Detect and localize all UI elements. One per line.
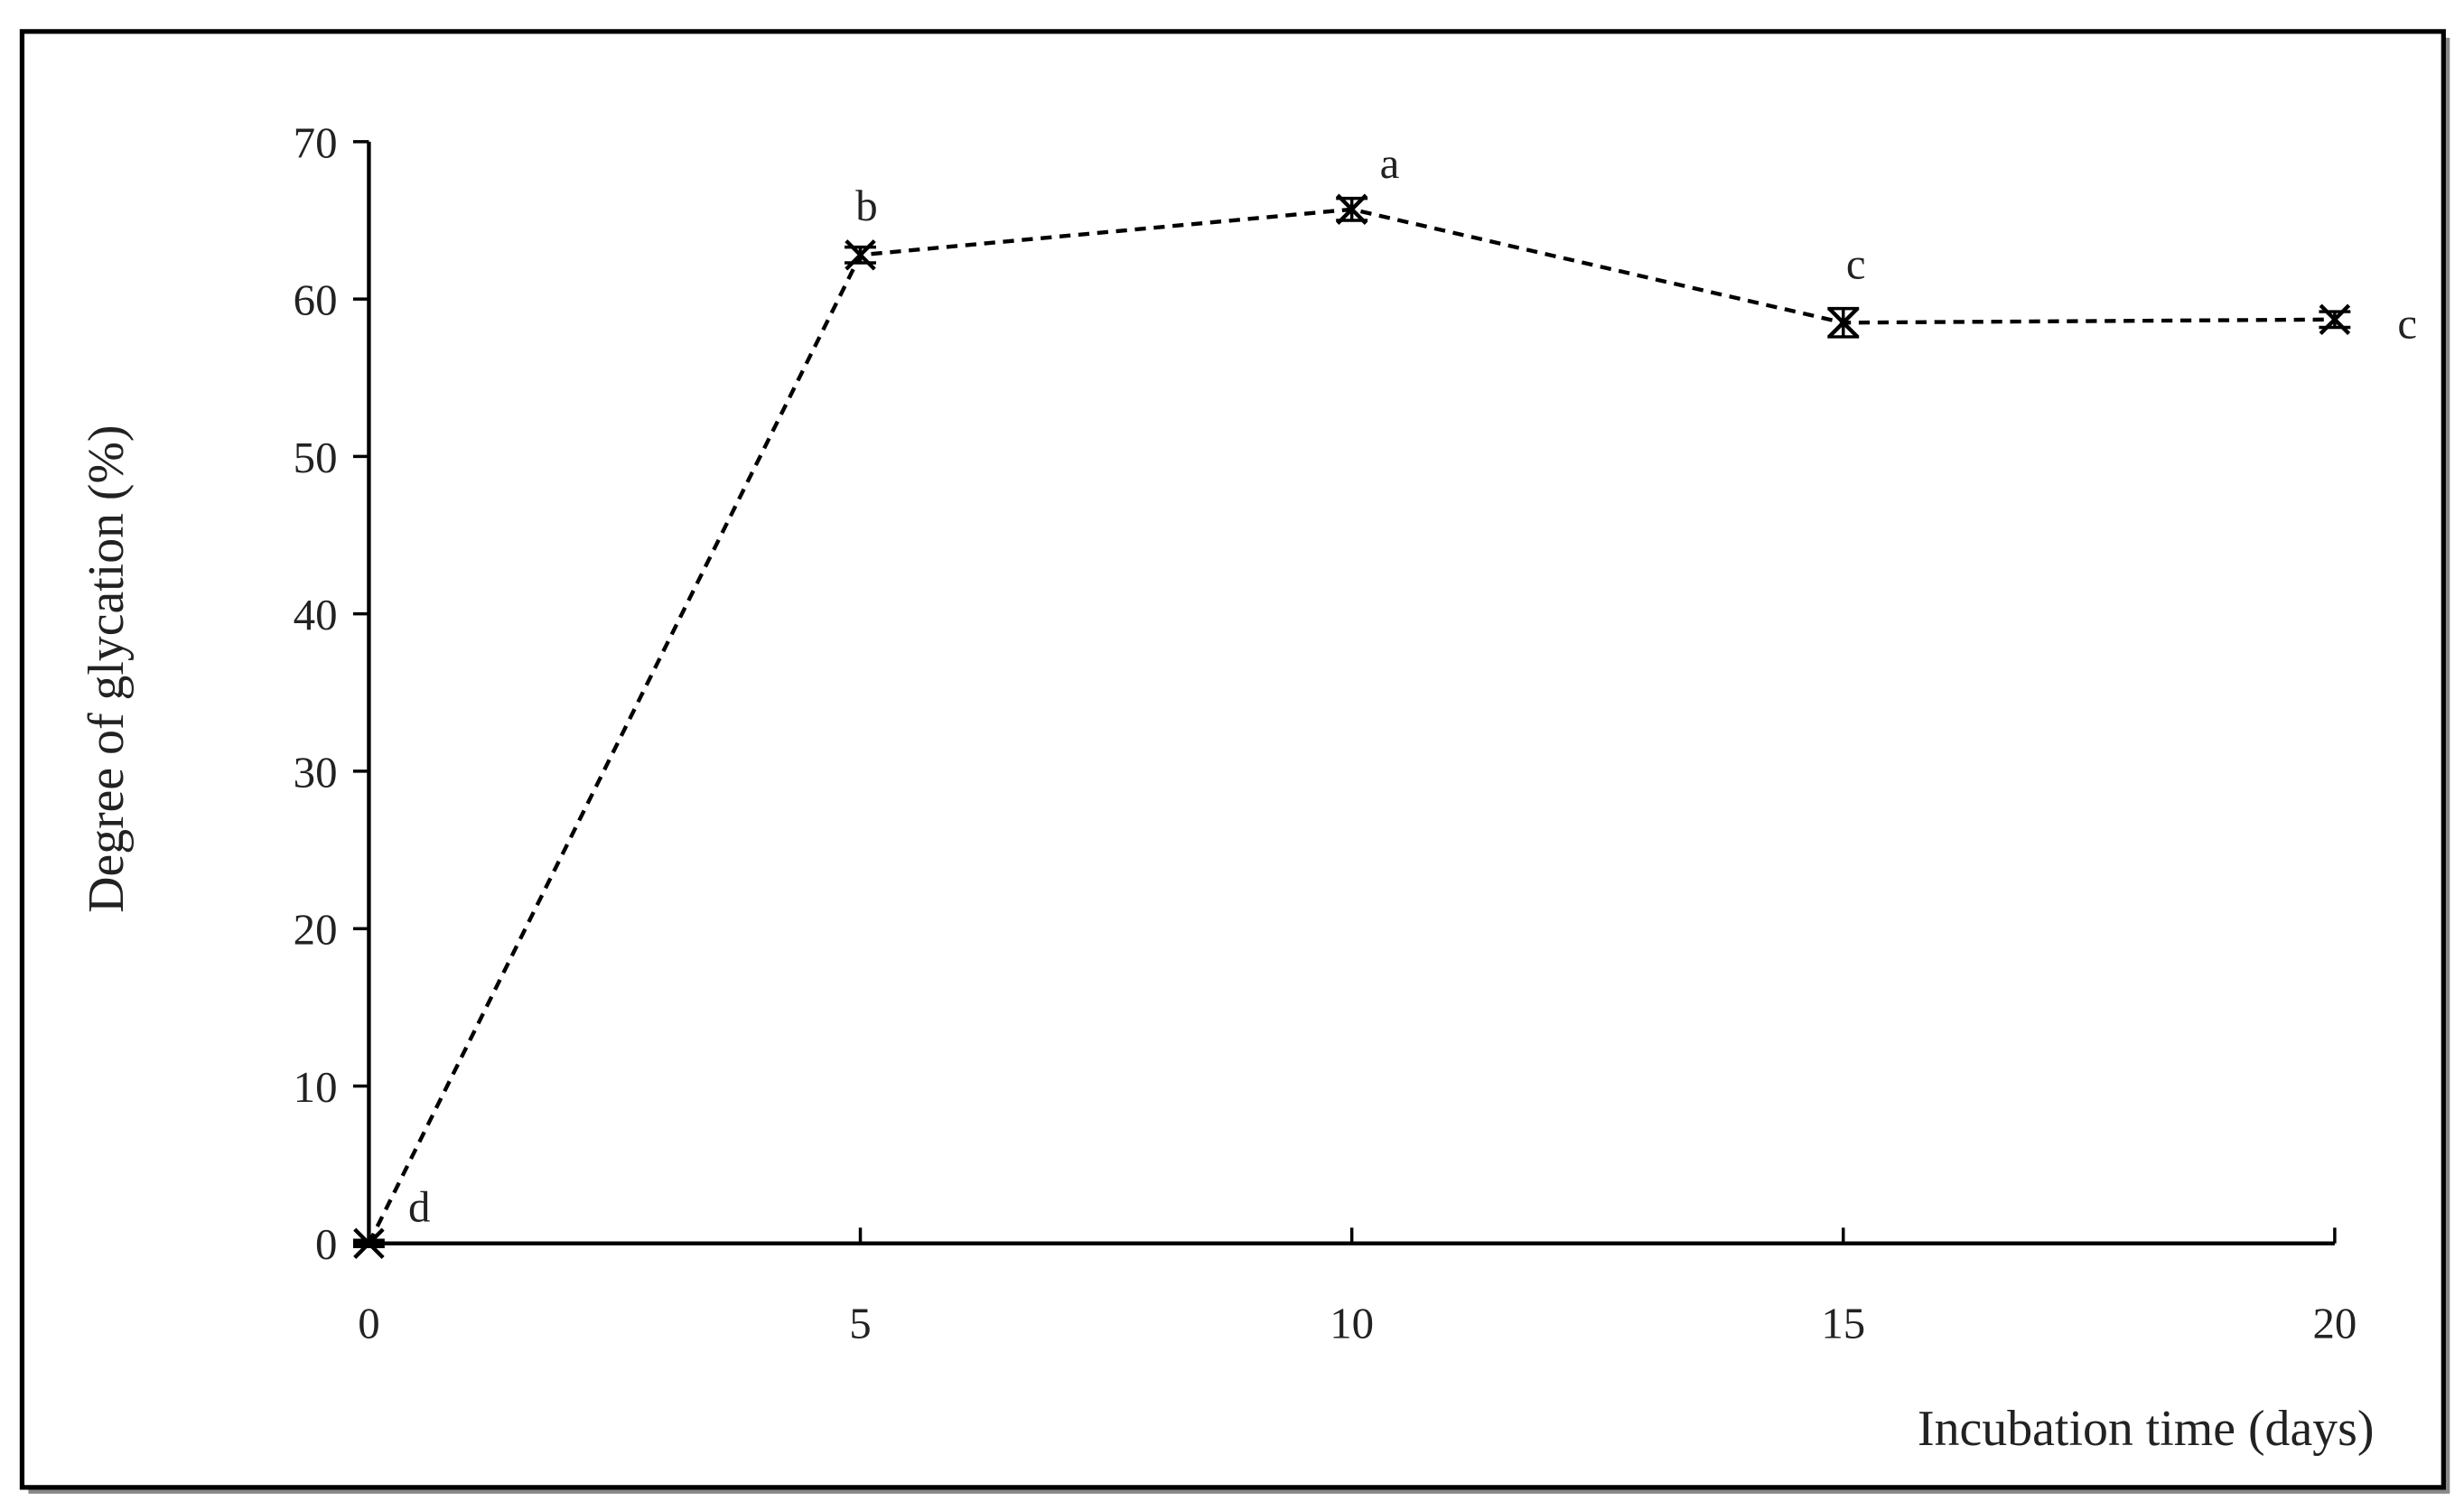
y-tick-label: 60 — [294, 275, 338, 325]
point-label: d — [408, 1181, 430, 1231]
x-tick-label: 15 — [1821, 1298, 1865, 1348]
point-label: b — [855, 181, 877, 230]
y-tick-label: 20 — [294, 905, 338, 955]
marker — [1827, 307, 1860, 339]
y-tick-label: 0 — [315, 1219, 337, 1269]
x-tick-label: 20 — [2312, 1298, 2357, 1348]
x-tick-label: 10 — [1330, 1298, 1374, 1348]
point-label: a — [1380, 138, 1400, 188]
y-tick-label: 30 — [294, 747, 338, 797]
y-axis-label: Degree of glycation (%) — [79, 425, 135, 913]
frame — [19, 29, 2446, 1490]
point-label: c — [1846, 238, 1866, 288]
x-tick-label: 5 — [849, 1298, 871, 1348]
x-tick-label: 0 — [358, 1298, 379, 1348]
marker — [1336, 193, 1367, 226]
point-label: c — [2397, 299, 2417, 349]
y-tick-label: 40 — [294, 590, 338, 639]
x-axis-label: Incubation time (days) — [1918, 1401, 2375, 1457]
marker — [353, 1227, 385, 1259]
y-tick-label: 10 — [294, 1062, 338, 1112]
marker — [2319, 303, 2351, 335]
marker — [845, 239, 876, 271]
y-tick-label: 50 — [294, 433, 338, 482]
y-tick-label: 70 — [294, 117, 338, 167]
